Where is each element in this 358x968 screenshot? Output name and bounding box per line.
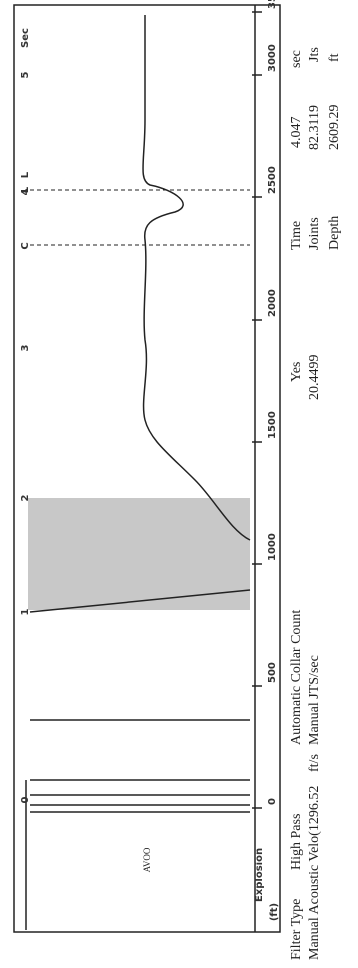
depth-tick-label: 2500 bbox=[267, 166, 278, 194]
time-unit-label: sec bbox=[289, 50, 304, 68]
collar-lines bbox=[30, 189, 250, 246]
filter-label: Filter Type bbox=[289, 899, 304, 960]
depth-info-unit: ft bbox=[327, 53, 342, 62]
joints-value: 82.3119 bbox=[307, 105, 322, 150]
depth-unit: (ft) bbox=[269, 903, 280, 921]
collar-value: Yes bbox=[289, 362, 304, 382]
collar-label: Automatic Collar Count bbox=[289, 610, 304, 745]
jts-label: Manual JTS/sec bbox=[307, 655, 322, 745]
depth-tick-label: 1000 bbox=[267, 533, 278, 561]
velocity-label: Manual Acoustic Velo(1296.52 bbox=[307, 786, 322, 960]
depth-info-value: 2609.29 bbox=[327, 105, 342, 151]
depth-label: Explosion bbox=[254, 848, 265, 902]
depth-tick-label: 35 bbox=[267, 0, 278, 9]
time-tick-label: 2 bbox=[20, 494, 31, 501]
time-tick-label: 4 bbox=[20, 188, 31, 195]
collar-mark: C bbox=[20, 242, 31, 249]
chart-frame bbox=[13, 4, 281, 933]
time-label: Time bbox=[289, 221, 304, 250]
time-unit: Sec bbox=[20, 28, 31, 48]
time-tick-label: 5 bbox=[20, 71, 31, 78]
time-tick-label: 3 bbox=[20, 344, 31, 351]
depth-tick-label: 3000 bbox=[267, 44, 278, 72]
collar-mark: L bbox=[20, 171, 31, 178]
depth-info-label: Depth bbox=[327, 216, 342, 250]
acoustic-trace bbox=[142, 15, 251, 541]
joints-unit: Jts bbox=[307, 47, 322, 62]
depth-tick-label: 1500 bbox=[267, 411, 278, 439]
time-tick-label: 1 bbox=[20, 608, 31, 615]
filter-value: High Pass bbox=[289, 814, 304, 870]
shaded-region bbox=[28, 498, 250, 610]
time-value: 4.047 bbox=[289, 117, 304, 149]
jts-value: 20.4499 bbox=[307, 355, 322, 401]
joints-label: Joints bbox=[307, 217, 322, 250]
depth-tick-label: 0 bbox=[267, 798, 278, 805]
velocity-unit: ft/s bbox=[307, 754, 322, 772]
depth-tick-label: 500 bbox=[267, 662, 278, 683]
collar-mark: L bbox=[20, 186, 31, 193]
depth-tick-label: 2000 bbox=[267, 289, 278, 317]
time-tick-label: 0 bbox=[20, 796, 31, 803]
marker: AVOO bbox=[142, 847, 152, 872]
explosion-lines bbox=[25, 589, 251, 930]
